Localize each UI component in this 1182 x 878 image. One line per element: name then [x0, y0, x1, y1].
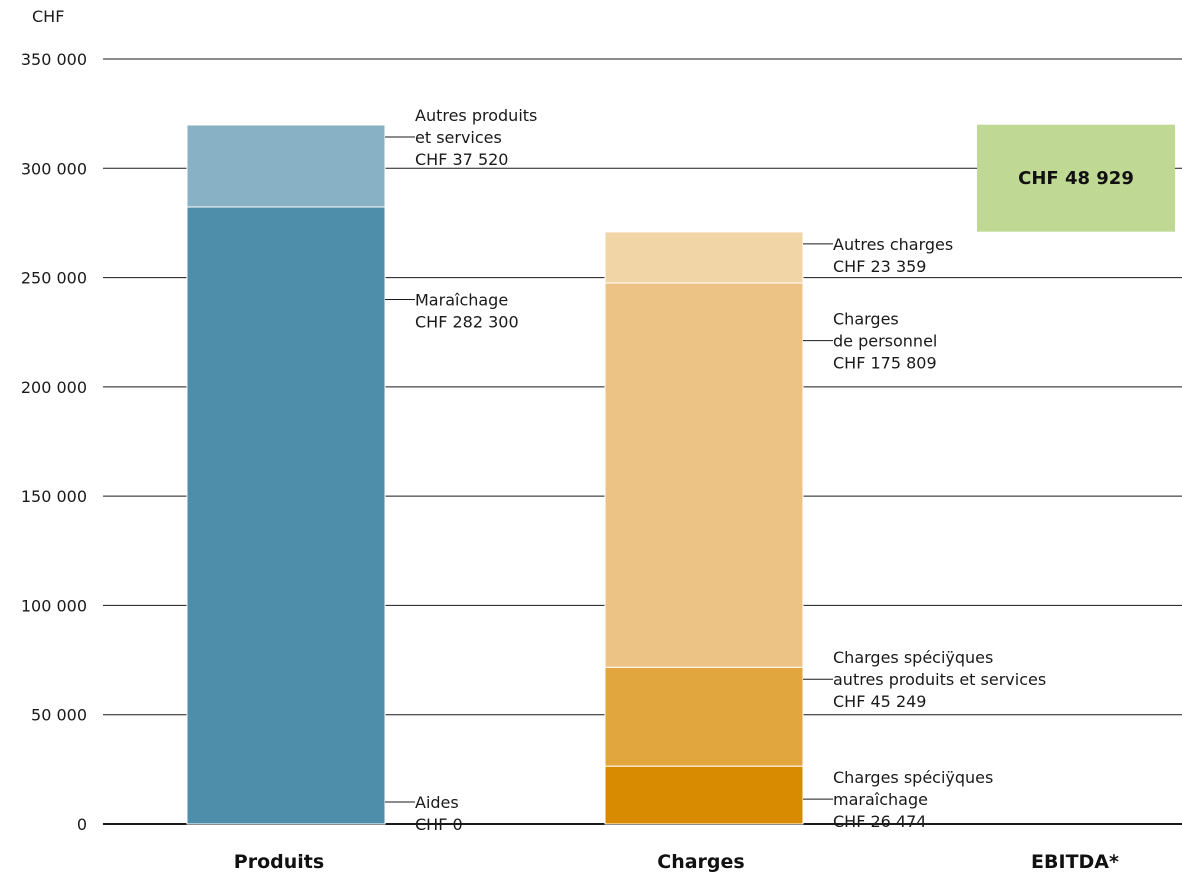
y-tick-label: 150 000 — [21, 487, 87, 506]
annotation-text: maraîchage — [833, 790, 928, 809]
bar-segment — [604, 666, 804, 767]
ebitda-bar — [977, 124, 1175, 232]
annotation-text: CHF 282 300 — [415, 313, 519, 332]
annotation-text: CHF 0 — [415, 815, 463, 834]
bar-segment — [186, 206, 386, 825]
y-tick-label: 0 — [77, 815, 87, 834]
annotation-text: Charges spéciÿques — [833, 768, 993, 787]
annotation-text: et services — [415, 128, 502, 147]
annotation-text: CHF 37 520 — [415, 150, 508, 169]
bar-segment — [186, 124, 386, 208]
y-tick-label: 250 000 — [21, 269, 87, 288]
segment-annotations: Aides CHF 0 Maraîchage CHF 282 300 Autres pr… — [385, 106, 1134, 834]
annotation-text: CHF 45 249 — [833, 692, 926, 711]
annotation-text: Autres charges — [833, 235, 953, 254]
annotation-text: Aides — [415, 793, 459, 812]
y-tick-label: 50 000 — [31, 706, 87, 725]
category-label: EBITDA* — [1031, 851, 1119, 873]
annotation-text: Autres produits — [415, 106, 537, 125]
annotation-text: Charges spéciÿques — [833, 648, 993, 667]
annotation-text: de personnel — [833, 332, 937, 351]
y-axis-unit: CHF — [32, 7, 64, 26]
annotation-text: autres produits et services — [833, 670, 1046, 689]
annotation-text: CHF 175 809 — [833, 354, 937, 373]
y-tick-label: 100 000 — [21, 596, 87, 615]
annotation-text: CHF 26 474 — [833, 812, 926, 831]
annotation-text: CHF 23 359 — [833, 257, 926, 276]
bar-segment — [604, 765, 804, 825]
y-tick-label: 350 000 — [21, 50, 87, 69]
category-labels: Produits Charges EBITDA* — [234, 851, 1119, 873]
y-tick-label: 200 000 — [21, 378, 87, 397]
category-label: Produits — [234, 851, 324, 873]
bar-segment — [604, 282, 804, 668]
ebitda-value-label: CHF 48 929 — [1018, 168, 1134, 189]
bars — [186, 124, 1175, 825]
bar-segment — [604, 231, 804, 284]
annotation-text: Charges — [833, 310, 899, 329]
annotation-text: Maraîchage — [415, 291, 508, 310]
y-tick-label: 300 000 — [21, 159, 87, 178]
category-label: Charges — [657, 851, 744, 873]
y-axis-ticks: 0 50 000 100 000 150 000 200 000 250 000 300 0… — [21, 50, 87, 834]
